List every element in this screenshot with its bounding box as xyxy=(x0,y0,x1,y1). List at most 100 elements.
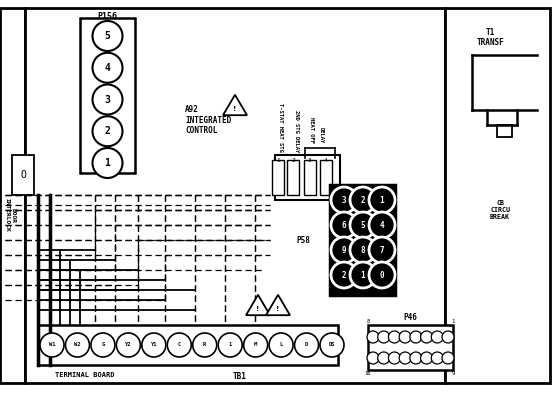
Circle shape xyxy=(331,262,357,288)
Circle shape xyxy=(320,333,344,357)
Circle shape xyxy=(65,333,89,357)
Text: L: L xyxy=(279,342,283,348)
Bar xyxy=(287,160,299,195)
Bar xyxy=(12,155,34,195)
Text: 3: 3 xyxy=(342,196,346,205)
Circle shape xyxy=(93,85,122,115)
Text: 4: 4 xyxy=(379,220,384,229)
Text: !: ! xyxy=(257,306,260,312)
Circle shape xyxy=(350,237,376,263)
Polygon shape xyxy=(246,295,270,315)
Bar xyxy=(275,155,340,200)
Circle shape xyxy=(369,212,395,238)
Circle shape xyxy=(367,331,379,343)
Circle shape xyxy=(378,352,389,364)
Bar xyxy=(25,8,445,383)
Text: TERMINAL BOARD: TERMINAL BOARD xyxy=(55,372,115,378)
Text: 8: 8 xyxy=(361,246,365,254)
Polygon shape xyxy=(223,95,247,115)
Text: DOOR
INTERLOCK: DOOR INTERLOCK xyxy=(4,198,16,232)
Text: DS: DS xyxy=(329,342,335,348)
Text: 7: 7 xyxy=(379,246,384,254)
Bar xyxy=(304,160,316,195)
Bar xyxy=(368,325,453,370)
Circle shape xyxy=(40,333,64,357)
Circle shape xyxy=(91,333,115,357)
Circle shape xyxy=(116,333,140,357)
Circle shape xyxy=(431,331,443,343)
Circle shape xyxy=(410,352,422,364)
Circle shape xyxy=(399,352,411,364)
Text: !: ! xyxy=(276,306,280,312)
Text: 0: 0 xyxy=(379,271,384,280)
Text: O: O xyxy=(20,170,26,180)
Text: 2: 2 xyxy=(291,158,295,163)
Circle shape xyxy=(193,333,217,357)
Text: Y2: Y2 xyxy=(125,342,132,348)
Text: 4: 4 xyxy=(105,63,110,73)
Text: 3: 3 xyxy=(308,158,312,163)
Circle shape xyxy=(369,187,395,213)
Text: 1: 1 xyxy=(276,158,280,163)
Text: 9: 9 xyxy=(452,371,455,376)
Circle shape xyxy=(331,237,357,263)
Text: 1: 1 xyxy=(105,158,110,168)
Circle shape xyxy=(142,333,166,357)
Bar xyxy=(0,8,25,383)
Text: 1: 1 xyxy=(379,196,384,205)
Circle shape xyxy=(331,212,357,238)
Text: 9: 9 xyxy=(342,246,346,254)
Text: CB
CIRCU
BREAK: CB CIRCU BREAK xyxy=(490,200,510,220)
Text: M: M xyxy=(254,342,257,348)
Text: P58: P58 xyxy=(296,235,310,245)
Circle shape xyxy=(350,212,376,238)
Circle shape xyxy=(93,148,122,178)
Circle shape xyxy=(442,331,454,343)
Circle shape xyxy=(420,331,433,343)
Text: DELAY: DELAY xyxy=(319,127,324,143)
Circle shape xyxy=(350,262,376,288)
Circle shape xyxy=(93,53,122,83)
Text: 16: 16 xyxy=(365,371,371,376)
Text: 3: 3 xyxy=(105,94,110,105)
Circle shape xyxy=(331,187,357,213)
Text: 2: 2 xyxy=(105,126,110,136)
Circle shape xyxy=(93,21,122,51)
Text: 2: 2 xyxy=(361,196,365,205)
Text: D: D xyxy=(305,342,308,348)
Text: HEAT OFF: HEAT OFF xyxy=(309,117,314,143)
Text: !: ! xyxy=(233,106,237,112)
Text: 5: 5 xyxy=(361,220,365,229)
Text: W1: W1 xyxy=(49,342,55,348)
Text: 5: 5 xyxy=(105,31,110,41)
Circle shape xyxy=(431,352,443,364)
Circle shape xyxy=(442,352,454,364)
Text: R: R xyxy=(203,342,206,348)
Circle shape xyxy=(218,333,242,357)
Circle shape xyxy=(350,187,376,213)
Text: W2: W2 xyxy=(74,342,81,348)
Circle shape xyxy=(388,331,401,343)
Text: C: C xyxy=(178,342,181,348)
Text: 6: 6 xyxy=(342,220,346,229)
Circle shape xyxy=(420,352,433,364)
Text: Y1: Y1 xyxy=(151,342,157,348)
Bar xyxy=(320,160,332,195)
Text: T1
TRANSF: T1 TRANSF xyxy=(476,28,504,47)
Circle shape xyxy=(244,333,268,357)
Bar xyxy=(330,185,395,295)
Bar xyxy=(80,18,135,173)
Circle shape xyxy=(269,333,293,357)
Text: 2: 2 xyxy=(342,271,346,280)
Text: G: G xyxy=(101,342,105,348)
Bar xyxy=(38,325,338,365)
Text: 2ND STG DELAY: 2ND STG DELAY xyxy=(294,110,299,152)
Circle shape xyxy=(167,333,191,357)
Polygon shape xyxy=(266,295,290,315)
Text: T-STAT HEAT STG: T-STAT HEAT STG xyxy=(278,103,283,152)
Bar xyxy=(497,125,512,137)
Circle shape xyxy=(295,333,319,357)
Circle shape xyxy=(367,352,379,364)
Bar xyxy=(445,8,550,383)
Text: TB1: TB1 xyxy=(233,372,247,381)
